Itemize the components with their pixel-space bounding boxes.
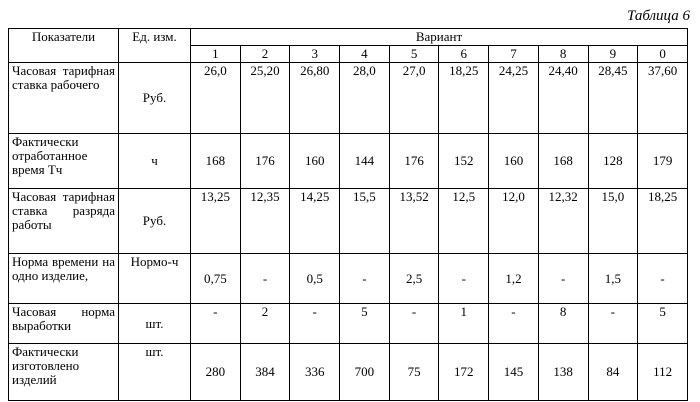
- row-label: Часовая норма выработки: [8, 303, 119, 344]
- variant-cell: 8: [537, 45, 589, 63]
- row-label: Норма времени на одно изделие,: [8, 253, 119, 304]
- value-cell: 160: [289, 133, 341, 189]
- variant-cell: 1: [190, 45, 241, 63]
- row-label: Часовая тарифная ставка разряда работы: [8, 188, 119, 254]
- unit-cell: Руб.: [118, 188, 191, 254]
- value-cell: 8: [537, 303, 589, 344]
- caption: Таблица 6: [627, 8, 690, 24]
- value-cell: 2,5: [388, 253, 440, 304]
- value-cell: 168: [190, 133, 241, 189]
- value-cell: 13,52: [388, 188, 440, 254]
- value-cell: 12,32: [537, 188, 589, 254]
- value-cell: 145: [488, 343, 539, 401]
- data-row: Часовая тарифная ставка разряда работы Ру…: [8, 188, 688, 254]
- variant-cell: 6: [438, 45, 490, 63]
- value-cell: -: [488, 303, 539, 344]
- unit-cell: Нормо-ч: [118, 253, 191, 304]
- value-cell: 0,5: [289, 253, 341, 304]
- value-cell: 24,40: [537, 62, 589, 134]
- value-cell: 700: [339, 343, 390, 401]
- variant-cell: 9: [587, 45, 639, 63]
- unit-cell: шт.: [118, 303, 191, 344]
- value-cell: 179: [637, 133, 688, 189]
- value-cell: 28,0: [339, 62, 390, 134]
- header-cell: Вариант: [190, 28, 688, 46]
- variant-cell: 4: [339, 45, 390, 63]
- row-label: Часовая тарифная ставка рабочего: [8, 62, 119, 134]
- data-row: Часовая тарифная ставка рабочего Руб. 26,0…: [8, 62, 688, 134]
- header-row: Показатели Ед. изм. Вариант: [8, 28, 688, 63]
- value-cell: 5: [339, 303, 390, 344]
- value-cell: 12,0: [488, 188, 539, 254]
- value-cell: 0,75: [190, 253, 241, 304]
- value-cell: 160: [488, 133, 539, 189]
- data-row: Фактически изготовлено изделий шт. 280 384 3…: [8, 343, 688, 401]
- variant-cell: 3: [289, 45, 341, 63]
- header-cell: Ед. изм.: [118, 28, 191, 63]
- value-cell: 37,60: [637, 62, 688, 134]
- value-cell: 12,35: [239, 188, 291, 254]
- value-cell: -: [289, 303, 341, 344]
- unit-cell: шт.: [118, 343, 191, 401]
- value-cell: 1: [438, 303, 490, 344]
- value-cell: 24,25: [488, 62, 539, 134]
- value-cell: -: [339, 253, 390, 304]
- data-row: Норма времени на одно изделие, Нормо-ч 0,7…: [8, 253, 688, 304]
- value-cell: 138: [537, 343, 589, 401]
- value-cell: 26,80: [289, 62, 341, 134]
- value-cell: -: [239, 253, 291, 304]
- value-cell: 128: [587, 133, 639, 189]
- row-label: Фактически отработанное время Тч: [8, 133, 119, 189]
- value-cell: 12,5: [438, 188, 490, 254]
- value-cell: -: [190, 303, 241, 344]
- value-cell: 75: [388, 343, 440, 401]
- value-cell: -: [388, 303, 440, 344]
- value-cell: 144: [339, 133, 390, 189]
- value-cell: 384: [239, 343, 291, 401]
- value-cell: 172: [438, 343, 490, 401]
- data-row: Часовая норма выработки шт. -2-5-1-8-5: [8, 303, 688, 344]
- value-cell: 13,25: [190, 188, 241, 254]
- data-row: Фактически отработанное время Тч ч 168 176 1…: [8, 133, 688, 189]
- variant-cell: 2: [239, 45, 291, 63]
- value-cell: 28,45: [587, 62, 639, 134]
- row-label: Фактически изготовлено изделий: [8, 343, 119, 401]
- variant-cell: 0: [637, 45, 688, 63]
- variant-cell: 5: [388, 45, 440, 63]
- value-cell: -: [438, 253, 490, 304]
- value-cell: 84: [587, 343, 639, 401]
- value-cell: 168: [537, 133, 589, 189]
- value-cell: 14,25: [289, 188, 341, 254]
- value-cell: 26,0: [190, 62, 241, 134]
- value-cell: 152: [438, 133, 490, 189]
- header-cell: Показатели: [8, 28, 119, 63]
- value-cell: 15,0: [587, 188, 639, 254]
- value-cell: -: [637, 253, 688, 304]
- value-cell: 336: [289, 343, 341, 401]
- value-cell: -: [587, 303, 639, 344]
- value-cell: 280: [190, 343, 241, 401]
- value-cell: 1,5: [587, 253, 639, 304]
- value-cell: -: [537, 253, 589, 304]
- value-cell: 27,0: [388, 62, 440, 134]
- value-cell: 18,25: [438, 62, 490, 134]
- unit-cell: ч: [118, 133, 191, 189]
- value-cell: 25,20: [239, 62, 291, 134]
- value-cell: 2: [239, 303, 291, 344]
- unit-cell: Руб.: [118, 62, 191, 134]
- value-cell: 5: [637, 303, 688, 344]
- value-cell: 15,5: [339, 188, 390, 254]
- value-cell: 18,25: [637, 188, 688, 254]
- value-cell: 176: [388, 133, 440, 189]
- value-cell: 112: [637, 343, 688, 401]
- variant-cell: 7: [488, 45, 539, 63]
- value-cell: 176: [239, 133, 291, 189]
- value-cell: 1,2: [488, 253, 539, 304]
